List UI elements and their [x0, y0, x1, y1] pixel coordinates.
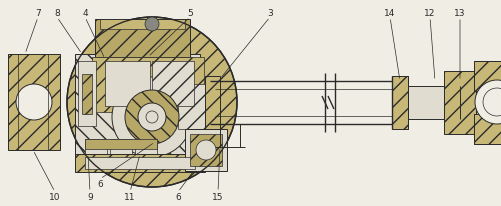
Bar: [185, 129, 226, 171]
Text: 6: 6: [97, 180, 103, 188]
Text: 14: 14: [384, 8, 395, 18]
Circle shape: [67, 18, 236, 187]
Bar: [391, 77, 407, 129]
Text: 3: 3: [267, 8, 273, 18]
Bar: [105, 62, 150, 107]
Circle shape: [16, 85, 52, 121]
Circle shape: [195, 140, 215, 160]
Bar: [85, 139, 107, 157]
Text: 11: 11: [124, 193, 135, 201]
Bar: [473, 115, 501, 144]
Bar: [75, 55, 199, 169]
Text: 12: 12: [423, 8, 435, 18]
Bar: [110, 139, 132, 157]
Text: 4: 4: [82, 8, 88, 18]
Bar: [178, 85, 205, 129]
Bar: [100, 20, 185, 30]
Bar: [152, 62, 193, 107]
Text: 9: 9: [87, 193, 93, 201]
Circle shape: [145, 18, 159, 32]
Text: 15: 15: [212, 193, 223, 201]
Bar: [82, 75, 92, 115]
Text: 5: 5: [187, 8, 192, 18]
Bar: [135, 139, 157, 157]
Bar: [85, 157, 194, 169]
Bar: [443, 72, 475, 134]
Circle shape: [112, 78, 191, 157]
Bar: [189, 134, 221, 166]
Text: 6: 6: [175, 193, 180, 201]
Bar: [204, 77, 219, 129]
Bar: [92, 58, 203, 112]
Bar: [78, 62, 96, 126]
Bar: [8, 55, 60, 150]
Text: 8: 8: [54, 8, 60, 18]
Circle shape: [138, 103, 166, 131]
Circle shape: [125, 91, 179, 144]
Bar: [407, 87, 459, 119]
Bar: [85, 139, 157, 149]
Bar: [473, 62, 501, 91]
Text: 13: 13: [453, 8, 465, 18]
Bar: [75, 154, 204, 172]
Bar: [95, 20, 189, 58]
Text: 7: 7: [35, 8, 41, 18]
Circle shape: [474, 81, 501, 124]
Text: 10: 10: [49, 193, 61, 201]
